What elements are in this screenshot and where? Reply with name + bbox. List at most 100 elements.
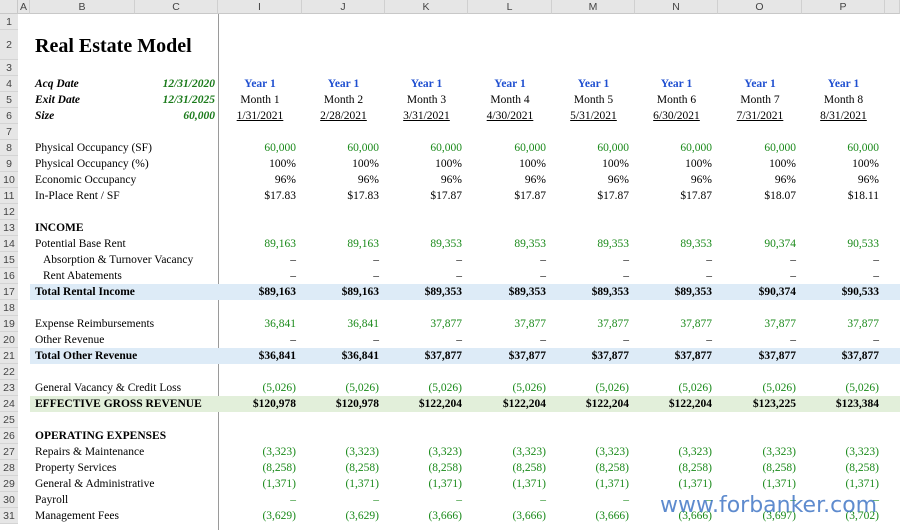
cell[interactable]: 8/31/2021 bbox=[820, 110, 867, 122]
cell[interactable]: 96% bbox=[774, 174, 796, 186]
cell[interactable]: 6/30/2021 bbox=[653, 110, 700, 122]
cell[interactable]: 4/30/2021 bbox=[486, 110, 534, 122]
cell[interactable]: $37,877 bbox=[758, 350, 796, 362]
cell[interactable]: (3,697) bbox=[762, 510, 796, 522]
cell[interactable]: $37,877 bbox=[674, 350, 712, 362]
cell[interactable]: 89,163 bbox=[347, 238, 379, 250]
cell[interactable]: – bbox=[706, 270, 712, 282]
row-number[interactable]: 17 bbox=[0, 284, 18, 300]
cell[interactable]: 100% bbox=[269, 158, 296, 170]
row-number[interactable]: 6 bbox=[0, 108, 18, 124]
cell[interactable]: $37,877 bbox=[508, 350, 546, 362]
cell[interactable]: – bbox=[706, 334, 712, 346]
cell[interactable]: (3,666) bbox=[428, 510, 462, 522]
cell[interactable]: $123,384 bbox=[835, 398, 879, 410]
cell[interactable]: $36,841 bbox=[341, 350, 379, 362]
cell[interactable]: 96% bbox=[440, 174, 462, 186]
cell[interactable]: – bbox=[373, 254, 379, 266]
cell[interactable]: 60,000 bbox=[430, 142, 462, 154]
cell[interactable]: (8,258) bbox=[845, 462, 879, 474]
column-header[interactable]: K bbox=[385, 0, 468, 14]
row-number[interactable]: 2 bbox=[0, 30, 18, 60]
cell[interactable]: – bbox=[290, 334, 296, 346]
cell[interactable]: 37,877 bbox=[514, 318, 546, 330]
row-number[interactable]: 9 bbox=[0, 156, 18, 172]
cell[interactable]: $89,353 bbox=[424, 286, 462, 298]
cell[interactable]: – bbox=[873, 270, 879, 282]
cell[interactable]: (1,371) bbox=[428, 478, 462, 490]
column-header[interactable]: J bbox=[302, 0, 385, 14]
cell[interactable]: – bbox=[790, 254, 796, 266]
column-header[interactable]: A bbox=[18, 0, 30, 14]
cell[interactable]: – bbox=[790, 270, 796, 282]
cell[interactable]: (8,258) bbox=[595, 462, 629, 474]
cell[interactable]: 100% bbox=[352, 158, 379, 170]
cell[interactable]: (5,026) bbox=[428, 382, 462, 394]
cell[interactable]: $90,374 bbox=[758, 286, 796, 298]
row-number[interactable]: 12 bbox=[0, 204, 18, 220]
row-number[interactable]: 21 bbox=[0, 348, 18, 364]
column-header[interactable]: O bbox=[718, 0, 802, 14]
cell[interactable]: $89,353 bbox=[591, 286, 629, 298]
cell[interactable]: 96% bbox=[274, 174, 296, 186]
cell[interactable]: 60,000 bbox=[264, 142, 296, 154]
cell[interactable]: (3,666) bbox=[512, 510, 546, 522]
cell[interactable]: $17.83 bbox=[347, 190, 379, 202]
row-number[interactable]: 3 bbox=[0, 60, 18, 76]
cell[interactable]: 96% bbox=[357, 174, 379, 186]
cell[interactable]: $120,978 bbox=[252, 398, 296, 410]
cell[interactable]: 96% bbox=[857, 174, 879, 186]
cell[interactable]: 2/28/2021 bbox=[320, 110, 367, 122]
cell[interactable]: (3,629) bbox=[262, 510, 296, 522]
cell[interactable]: – bbox=[540, 254, 546, 266]
row-number[interactable]: 15 bbox=[0, 252, 18, 268]
cell[interactable]: $122,204 bbox=[585, 398, 629, 410]
cell[interactable]: (1,371) bbox=[762, 478, 796, 490]
cell[interactable]: (1,371) bbox=[678, 478, 712, 490]
cell[interactable]: $37,877 bbox=[841, 350, 879, 362]
cell[interactable]: $37,877 bbox=[591, 350, 629, 362]
cell[interactable]: 100% bbox=[852, 158, 879, 170]
cell[interactable]: (5,026) bbox=[678, 382, 712, 394]
cell[interactable]: 37,877 bbox=[764, 318, 796, 330]
cell[interactable]: 60,000 bbox=[514, 142, 546, 154]
cell[interactable]: (5,026) bbox=[345, 382, 379, 394]
cell[interactable]: 1/31/2021 bbox=[236, 110, 284, 122]
cell[interactable]: 37,877 bbox=[847, 318, 879, 330]
column-header-extra[interactable] bbox=[885, 0, 900, 14]
cell[interactable]: – bbox=[456, 254, 462, 266]
cell[interactable]: – bbox=[540, 494, 546, 506]
cell[interactable]: Month 6 bbox=[656, 94, 697, 106]
cell[interactable]: (3,323) bbox=[762, 446, 796, 458]
cell[interactable]: – bbox=[540, 270, 546, 282]
row-number[interactable]: 27 bbox=[0, 444, 18, 460]
cell[interactable]: Year 1 bbox=[577, 78, 610, 90]
cell[interactable]: (1,371) bbox=[345, 478, 379, 490]
cell[interactable]: 90,533 bbox=[847, 238, 879, 250]
cell[interactable]: – bbox=[373, 494, 379, 506]
cell[interactable]: 100% bbox=[435, 158, 462, 170]
cell[interactable]: 36,841 bbox=[264, 318, 296, 330]
cell[interactable]: Month 8 bbox=[823, 94, 864, 106]
cell[interactable]: $17.87 bbox=[597, 190, 629, 202]
cell[interactable]: 7/31/2021 bbox=[736, 110, 784, 122]
cell[interactable]: Year 1 bbox=[410, 78, 443, 90]
cell[interactable]: (3,629) bbox=[345, 510, 379, 522]
cell[interactable]: 60,000 bbox=[847, 142, 879, 154]
row-number[interactable]: 31 bbox=[0, 508, 18, 524]
cell[interactable]: $89,163 bbox=[258, 286, 296, 298]
cell[interactable]: 37,877 bbox=[430, 318, 462, 330]
cell[interactable]: – bbox=[373, 334, 379, 346]
row-number[interactable]: 29 bbox=[0, 476, 18, 492]
cell[interactable]: $123,225 bbox=[752, 398, 796, 410]
cell[interactable]: (3,323) bbox=[512, 446, 546, 458]
row-number[interactable]: 13 bbox=[0, 220, 18, 236]
cell[interactable]: (8,258) bbox=[428, 462, 462, 474]
row-number[interactable]: 8 bbox=[0, 140, 18, 156]
row-number[interactable]: 16 bbox=[0, 268, 18, 284]
cell[interactable]: (3,323) bbox=[678, 446, 712, 458]
row-number[interactable]: 26 bbox=[0, 428, 18, 444]
cell[interactable]: – bbox=[706, 494, 712, 506]
cell[interactable]: $36,841 bbox=[258, 350, 296, 362]
cell[interactable]: (3,323) bbox=[595, 446, 629, 458]
